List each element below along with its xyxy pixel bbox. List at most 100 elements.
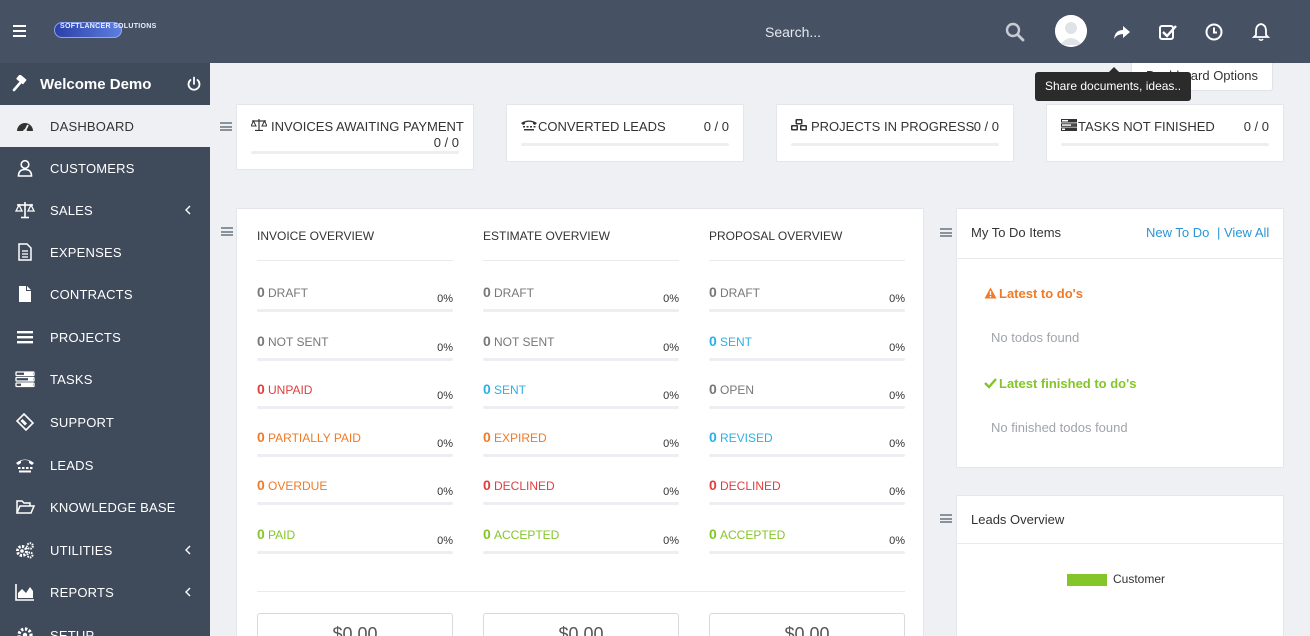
sidebar-item-sales[interactable]: SALES: [0, 189, 210, 231]
overview-row[interactable]: 0 OVERDUE 0%: [257, 477, 453, 507]
overview-row[interactable]: 0 PARTIALLY PAID 0%: [257, 429, 453, 459]
balance-scale-icon: [15, 202, 35, 219]
sidebar-item-label: DASHBOARD: [50, 119, 135, 134]
stat-progress-bar: [521, 143, 729, 146]
overview-row[interactable]: 0 SENT 0%: [709, 333, 905, 363]
sidebar-item-utilities[interactable]: UTILITIES: [0, 529, 210, 571]
widget-drag-handle[interactable]: [940, 228, 952, 237]
todo-header: My To Do Items New To Do | View All: [957, 209, 1283, 259]
sidebar-item-label: UTILITIES: [50, 543, 113, 558]
company-logo[interactable]: SOFTLANCER SOLUTIONS: [54, 22, 156, 38]
view-all-todos-link[interactable]: | View All: [1217, 225, 1270, 240]
sidebar-item-label: SETUP: [50, 628, 95, 636]
stat-value: 0 / 0: [973, 119, 999, 134]
cubes-icon: [791, 119, 807, 131]
overview-row[interactable]: 0 OPEN 0%: [709, 381, 905, 411]
overview-progress-bar: [483, 454, 679, 457]
sidebar-item-label: SALES: [50, 203, 93, 218]
dashboard-icon: [17, 123, 33, 133]
estimate-total: $0.00: [483, 613, 679, 636]
overview-row[interactable]: 0 ACCEPTED 0%: [709, 526, 905, 556]
area-chart-icon: [15, 584, 34, 601]
overview-row[interactable]: 0 PAID 0%: [257, 526, 453, 556]
overview-progress-bar: [483, 502, 679, 505]
overview-row[interactable]: 0 DECLINED 0%: [483, 477, 679, 507]
todo-widget: My To Do Items New To Do | View All Late…: [956, 208, 1284, 468]
file-icon: [19, 286, 31, 302]
overview-row[interactable]: 0 DECLINED 0%: [709, 477, 905, 507]
finance-overview-card: INVOICE OVERVIEW 0 DRAFT 0% 0 NOT SENT 0…: [236, 208, 924, 636]
overview-row[interactable]: 0 ACCEPTED 0%: [483, 526, 679, 556]
widget-drag-handle[interactable]: [940, 514, 952, 523]
top-bar: SOFTLANCER SOLUTIONS: [0, 0, 1310, 63]
overview-row[interactable]: 0 DRAFT 0%: [257, 284, 453, 314]
stat-value: 0 / 0: [703, 119, 729, 134]
overview-title: INVOICE OVERVIEW: [257, 229, 375, 243]
logout-power-icon[interactable]: [186, 76, 202, 92]
overview-row[interactable]: 0 SENT 0%: [483, 381, 679, 411]
task-checkbox-icon[interactable]: [1158, 22, 1178, 42]
overview-progress-bar: [483, 551, 679, 554]
cogs-icon: [16, 542, 34, 559]
overview-row[interactable]: 0 REVISED 0%: [709, 429, 905, 459]
overview-progress-bar: [709, 406, 905, 409]
sidebar-item-leads[interactable]: LEADS: [0, 444, 210, 486]
overview-row[interactable]: 0 UNPAID 0%: [257, 381, 453, 411]
overview-row[interactable]: 0 DRAFT 0%: [709, 284, 905, 314]
overview-progress-bar: [709, 454, 905, 457]
overview-progress-bar: [257, 454, 453, 457]
stat-card-converted-leads: CONVERTED LEADS 0 / 0: [506, 104, 744, 162]
stat-label: TASKS NOT FINISHED: [1078, 119, 1215, 134]
folder-open-icon: [15, 500, 35, 514]
invoice-total: $0.00: [257, 613, 453, 636]
sidebar-item-tasks[interactable]: TASKS: [0, 358, 210, 400]
sidebar-item-label: CUSTOMERS: [50, 161, 135, 176]
proposal-total: $0.00: [709, 613, 905, 636]
overview-row[interactable]: 0 NOT SENT 0%: [483, 333, 679, 363]
overview-row[interactable]: 0 NOT SENT 0%: [257, 333, 453, 363]
stat-value: 0 / 0: [433, 135, 459, 150]
overview-progress-bar: [709, 309, 905, 312]
overview-progress-bar: [257, 406, 453, 409]
sidebar-item-knowledge-base[interactable]: KNOWLEDGE BASE: [0, 486, 210, 528]
menu-toggle-icon[interactable]: [13, 25, 26, 37]
widget-drag-handle[interactable]: [220, 122, 232, 131]
chevron-left-icon: [185, 545, 191, 555]
stat-label: INVOICES AWAITING PAYMENT: [271, 119, 464, 134]
overview-title: PROPOSAL OVERVIEW: [709, 229, 843, 243]
sidebar-item-support[interactable]: SUPPORT: [0, 401, 210, 443]
warning-icon: [984, 287, 997, 299]
overview-row[interactable]: 0 EXPIRED 0%: [483, 429, 679, 459]
sidebar-item-customers[interactable]: CUSTOMERS: [0, 147, 210, 189]
legend-swatch[interactable]: [1067, 574, 1107, 586]
sidebar-item-expenses[interactable]: EXPENSES: [0, 231, 210, 273]
gavel-icon: [12, 75, 27, 92]
leads-overview-widget: Leads Overview Customer: [956, 495, 1284, 636]
stat-progress-bar: [251, 151, 459, 154]
user-icon: [17, 159, 33, 177]
stat-progress-bar: [791, 143, 999, 146]
sidebar-item-contracts[interactable]: CONTRACTS: [0, 273, 210, 315]
sidebar-item-label: LEADS: [50, 458, 94, 473]
user-avatar[interactable]: [1055, 15, 1087, 47]
sidebar-item-label: KNOWLEDGE BASE: [50, 500, 176, 515]
widget-drag-handle[interactable]: [221, 227, 233, 236]
stat-label: CONVERTED LEADS: [538, 119, 666, 134]
clock-icon[interactable]: [1204, 22, 1224, 42]
notifications-bell-icon[interactable]: [1251, 22, 1271, 42]
sidebar-item-setup[interactable]: SETUP: [0, 614, 210, 636]
search-icon[interactable]: [1005, 22, 1025, 42]
sidebar-item-reports[interactable]: REPORTS: [0, 571, 210, 613]
sidebar-item-label: SUPPORT: [50, 415, 115, 430]
search-input[interactable]: [765, 20, 995, 44]
sidebar-item-projects[interactable]: PROJECTS: [0, 316, 210, 358]
sidebar-welcome: Welcome Demo: [0, 63, 210, 105]
overview-row[interactable]: 0 DRAFT 0%: [483, 284, 679, 314]
new-todo-link[interactable]: New To Do: [1146, 225, 1210, 240]
share-icon[interactable]: [1112, 22, 1132, 42]
overview-progress-bar: [257, 309, 453, 312]
cog-icon: [17, 627, 33, 636]
welcome-text: Welcome Demo: [40, 76, 152, 93]
todo-title: My To Do Items: [971, 225, 1062, 240]
sidebar-item-dashboard[interactable]: DASHBOARD: [0, 105, 210, 147]
